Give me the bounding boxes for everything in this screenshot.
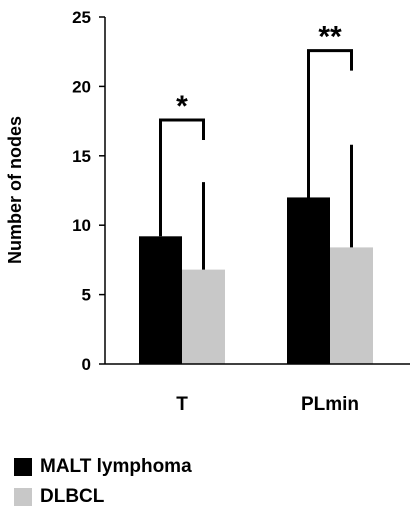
legend-label-dlbcl: DLBCL [40, 486, 105, 507]
x-category-label-PLmin: PLmin [301, 394, 359, 415]
legend-swatch-dlbcl [14, 488, 32, 506]
bar-T-0 [139, 236, 182, 364]
bar-T-1 [182, 269, 225, 364]
significance-label-T: * [176, 90, 188, 123]
legend-item-malt: MALT lymphoma [14, 452, 192, 482]
significance-label-PLmin: ** [318, 21, 342, 54]
legend-item-dlbcl: DLBCL [14, 482, 192, 512]
y-tick-label-5: 5 [82, 286, 91, 305]
y-tick-label-0: 0 [82, 355, 91, 374]
x-category-label-T: T [176, 394, 188, 415]
y-tick-label-15: 15 [72, 147, 91, 166]
significance-bracket-T [159, 118, 205, 141]
y-axis-title: Number of nodes [5, 116, 25, 264]
bar-PLmin-1 [330, 247, 373, 364]
legend: MALT lymphoma DLBCL [14, 452, 192, 512]
significance-bracket-PLmin [307, 49, 353, 71]
y-tick-label-20: 20 [72, 77, 91, 96]
legend-swatch-malt [14, 458, 32, 476]
bar-PLmin-0 [287, 197, 330, 364]
y-tick-label-10: 10 [72, 216, 91, 235]
legend-label-malt: MALT lymphoma [40, 456, 192, 477]
y-tick-label-25: 25 [72, 8, 91, 27]
